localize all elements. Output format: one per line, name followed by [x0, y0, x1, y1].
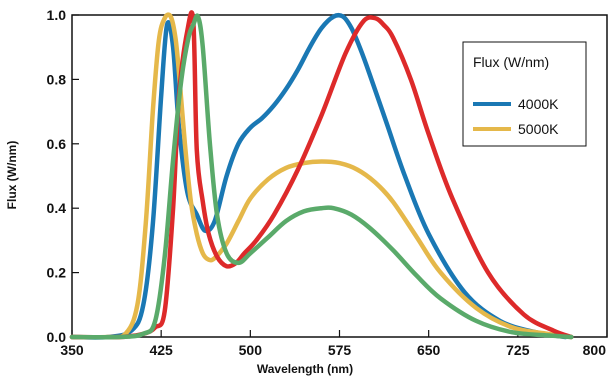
y-axis-ticks: 0.0 0.2 0.4 0.6 0.8 1.0 [47, 7, 79, 345]
y-tick-label: 0.2 [47, 265, 67, 281]
y-tick-label: 0.6 [47, 136, 67, 152]
series-line-4 [69, 13, 574, 340]
y-tick-label: 0.8 [47, 71, 67, 87]
x-axis-ticks: 350 425 500 575 650 725 800 [60, 330, 608, 358]
x-tick-label: 575 [328, 342, 352, 358]
y-tick-label: 0.0 [47, 329, 67, 345]
y-axis-title: Flux (W/nm) [5, 141, 19, 210]
x-tick-label: 650 [417, 342, 441, 358]
legend-title: Flux (W/nm) [473, 54, 549, 70]
x-tick-label: 350 [60, 342, 84, 358]
legend: Flux (W/nm) 4000K 5000K [462, 41, 587, 147]
y-tick-label: 0.4 [47, 200, 67, 216]
x-tick-label: 500 [239, 342, 263, 358]
x-tick-label: 800 [583, 342, 607, 358]
series-line-4000k [69, 12, 568, 340]
x-tick-label: 725 [506, 342, 530, 358]
x-tick-label: 425 [149, 342, 173, 358]
legend-label-4000k: 4000K [518, 96, 559, 112]
series-layer [69, 10, 574, 340]
x-axis-title: Wavelength (nm) [257, 362, 353, 376]
series-line-3 [69, 10, 574, 340]
legend-label-5000k: 5000K [518, 121, 559, 137]
y-tick-label: 1.0 [47, 7, 67, 23]
